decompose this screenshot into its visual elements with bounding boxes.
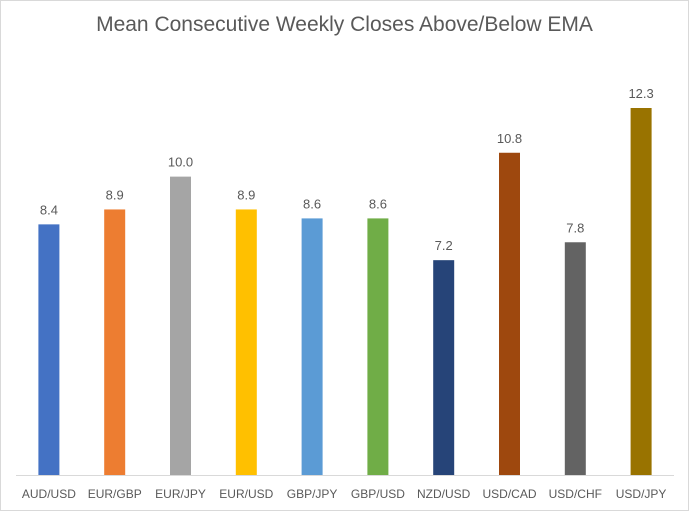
bar-gbp-jpy xyxy=(301,218,323,475)
bar-aud-usd xyxy=(38,224,60,475)
data-label: 8.6 xyxy=(369,196,387,211)
data-label: 7.8 xyxy=(566,220,584,235)
x-tick-label: USD/CAD xyxy=(482,487,536,501)
bar-eur-usd xyxy=(235,209,257,476)
x-tick-label: GBP/USD xyxy=(351,487,405,501)
data-label: 12.3 xyxy=(628,86,653,101)
data-label: 8.9 xyxy=(237,187,255,202)
data-label: 7.2 xyxy=(435,238,453,253)
bar-gbp-usd xyxy=(367,218,389,475)
bar-usd-chf xyxy=(564,242,586,475)
x-tick-label: NZD/USD xyxy=(417,487,471,501)
bar-nzd-usd xyxy=(433,260,455,475)
data-label: 10.0 xyxy=(168,155,193,170)
data-label: 10.8 xyxy=(497,131,522,146)
bar-eur-gbp xyxy=(104,209,126,476)
data-label: 8.4 xyxy=(40,202,58,217)
x-tick-label: GBP/JPY xyxy=(287,487,338,501)
x-tick-label: AUD/USD xyxy=(22,487,76,501)
bar-usd-cad xyxy=(499,152,520,475)
bar-usd-jpy xyxy=(630,108,652,475)
x-tick-label: EUR/JPY xyxy=(155,487,206,501)
x-tick-label: EUR/USD xyxy=(219,487,273,501)
x-tick-label: USD/JPY xyxy=(616,487,667,501)
bar-eur-jpy xyxy=(170,176,191,475)
data-label: 8.9 xyxy=(106,187,124,202)
x-tick-label: USD/CHF xyxy=(549,487,602,501)
chart-title: Mean Consecutive Weekly Closes Above/Bel… xyxy=(96,13,593,36)
x-tick-label: EUR/GBP xyxy=(88,487,142,501)
data-label: 8.6 xyxy=(303,196,321,211)
